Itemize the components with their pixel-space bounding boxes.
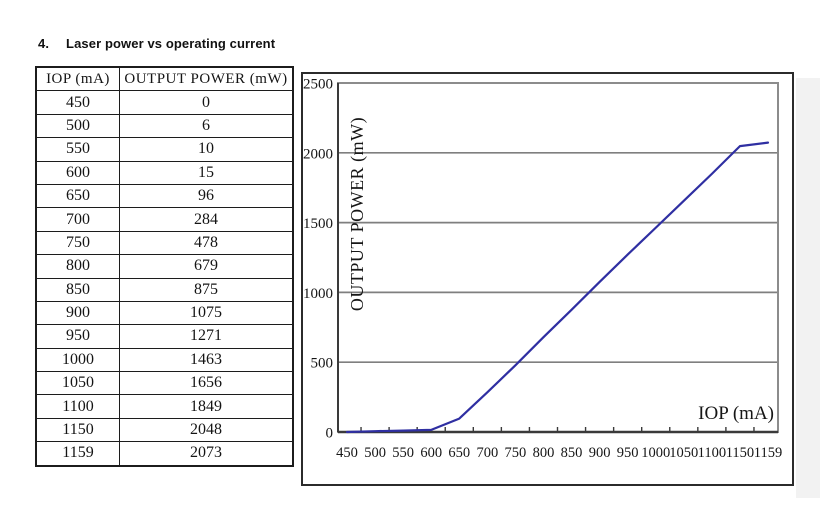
table-cell: 600 [35,160,120,185]
table-cell: 500 [35,113,120,139]
x-tick-label: 900 [589,445,611,461]
x-tick-label: 800 [533,445,555,461]
y-tick-label: 2000 [303,146,333,162]
table-row: 850 875 [35,277,294,302]
y-tick-label: 1000 [303,286,333,302]
table-cell: 1271 [119,324,294,349]
table-cell: 700 [35,207,120,232]
table-cell: 850 [35,277,120,302]
x-tick-label: 450 [336,445,358,461]
x-tick-label: 1159 [754,445,782,461]
power-table: IOP (mA) OUTPUT POWER (mW) 450 0 500 6 550 10 6… [35,66,294,467]
table-cell: 96 [119,183,294,209]
table-row: 1050 1656 [35,371,294,396]
y-tick-label: 1500 [303,216,333,232]
x-tick-label: 750 [505,445,527,461]
table-row: 550 10 [35,137,294,162]
table-cell: 0 [119,90,294,115]
table-cell: 15 [119,160,294,185]
x-tick-label: 550 [392,445,414,461]
table-row: 1000 1463 [35,347,294,373]
table-cell: 875 [119,277,294,302]
y-axis-title: OUTPUT POWER (mW) [347,117,368,311]
y-tick-label: 2500 [303,77,333,93]
table-row: 600 15 [35,160,294,185]
table-cell: 2048 [119,417,294,443]
x-tick-label: 1050 [669,445,698,461]
table-cell: 2073 [119,441,294,467]
section-number: 4. [38,36,50,51]
power-table-head: IOP (mA) OUTPUT POWER (mW) [35,66,294,92]
laser-power-chart: 0 500 1000 1500 2000 2500 450 500 550 600 650 700 75… [303,77,782,462]
power-table-body: 450 0 500 6 550 10 600 15 650 96 700 284 750 478 800 67… [35,90,294,467]
table-cell: 1075 [119,300,294,326]
table-row: 1150 2048 [35,417,294,443]
x-tick-label: 600 [420,445,442,461]
table-cell: 10 [119,137,294,162]
table-cell: 1463 [119,347,294,373]
chart-figure: 0 500 1000 1500 2000 2500 450 500 550 600 650 700 75… [301,72,794,486]
data-line [345,141,770,434]
scan-shade-strip [796,78,820,498]
table-row: 500 6 [35,113,294,139]
table-cell: 1849 [119,394,294,419]
table-row: 1159 2073 [35,441,294,467]
table-cell: 679 [119,254,294,279]
table-cell: 6 [119,113,294,139]
table-row: 700 284 [35,207,294,232]
table-cell: 1150 [35,417,120,443]
x-tick-label: 1150 [726,445,754,461]
table-cell: 550 [35,137,120,162]
x-axis-title: IOP (mA) [698,403,774,424]
table-cell: 1159 [35,441,120,467]
x-tick-label: 700 [476,445,498,461]
table-row: 800 679 [35,254,294,279]
table-cell: 650 [35,183,120,209]
column-header: OUTPUT POWER (mW) [119,66,294,92]
y-tick-label: 500 [311,356,334,372]
table-row: 1100 1849 [35,394,294,419]
table-cell: 1050 [35,371,120,396]
table-cell: 950 [35,324,120,349]
table-cell: 1100 [35,394,120,419]
table-cell: 284 [119,207,294,232]
table-cell: 750 [35,230,120,256]
section-title: Laser power vs operating current [66,36,276,51]
x-tick-label: 650 [448,445,470,461]
column-header: IOP (mA) [35,66,120,92]
x-tick-label: 500 [364,445,386,461]
table-row: 750 478 [35,230,294,256]
table-cell: 1656 [119,371,294,396]
table-cell: 450 [35,90,120,115]
table-cell: 1000 [35,347,120,373]
table-cell: 478 [119,230,294,256]
table-row: 950 1271 [35,324,294,349]
x-tick-label: 850 [561,445,583,461]
table-cell: 800 [35,254,120,279]
table-row: 450 0 [35,90,294,115]
plot-border [337,82,779,433]
section-heading: 4. Laser power vs operating current [38,36,275,51]
x-tick-label: 950 [617,445,639,461]
table-row: 650 96 [35,183,294,209]
table-cell: 900 [35,300,120,326]
x-tick-label: 1100 [698,445,726,461]
table-row: 900 1075 [35,300,294,326]
x-tick-label: 1000 [641,445,670,461]
power-table-container: IOP (mA) OUTPUT POWER (mW) 450 0 500 6 550 10 6… [35,66,294,467]
header-row: IOP (mA) OUTPUT POWER (mW) [35,66,294,92]
y-tick-label: 0 [326,426,334,442]
